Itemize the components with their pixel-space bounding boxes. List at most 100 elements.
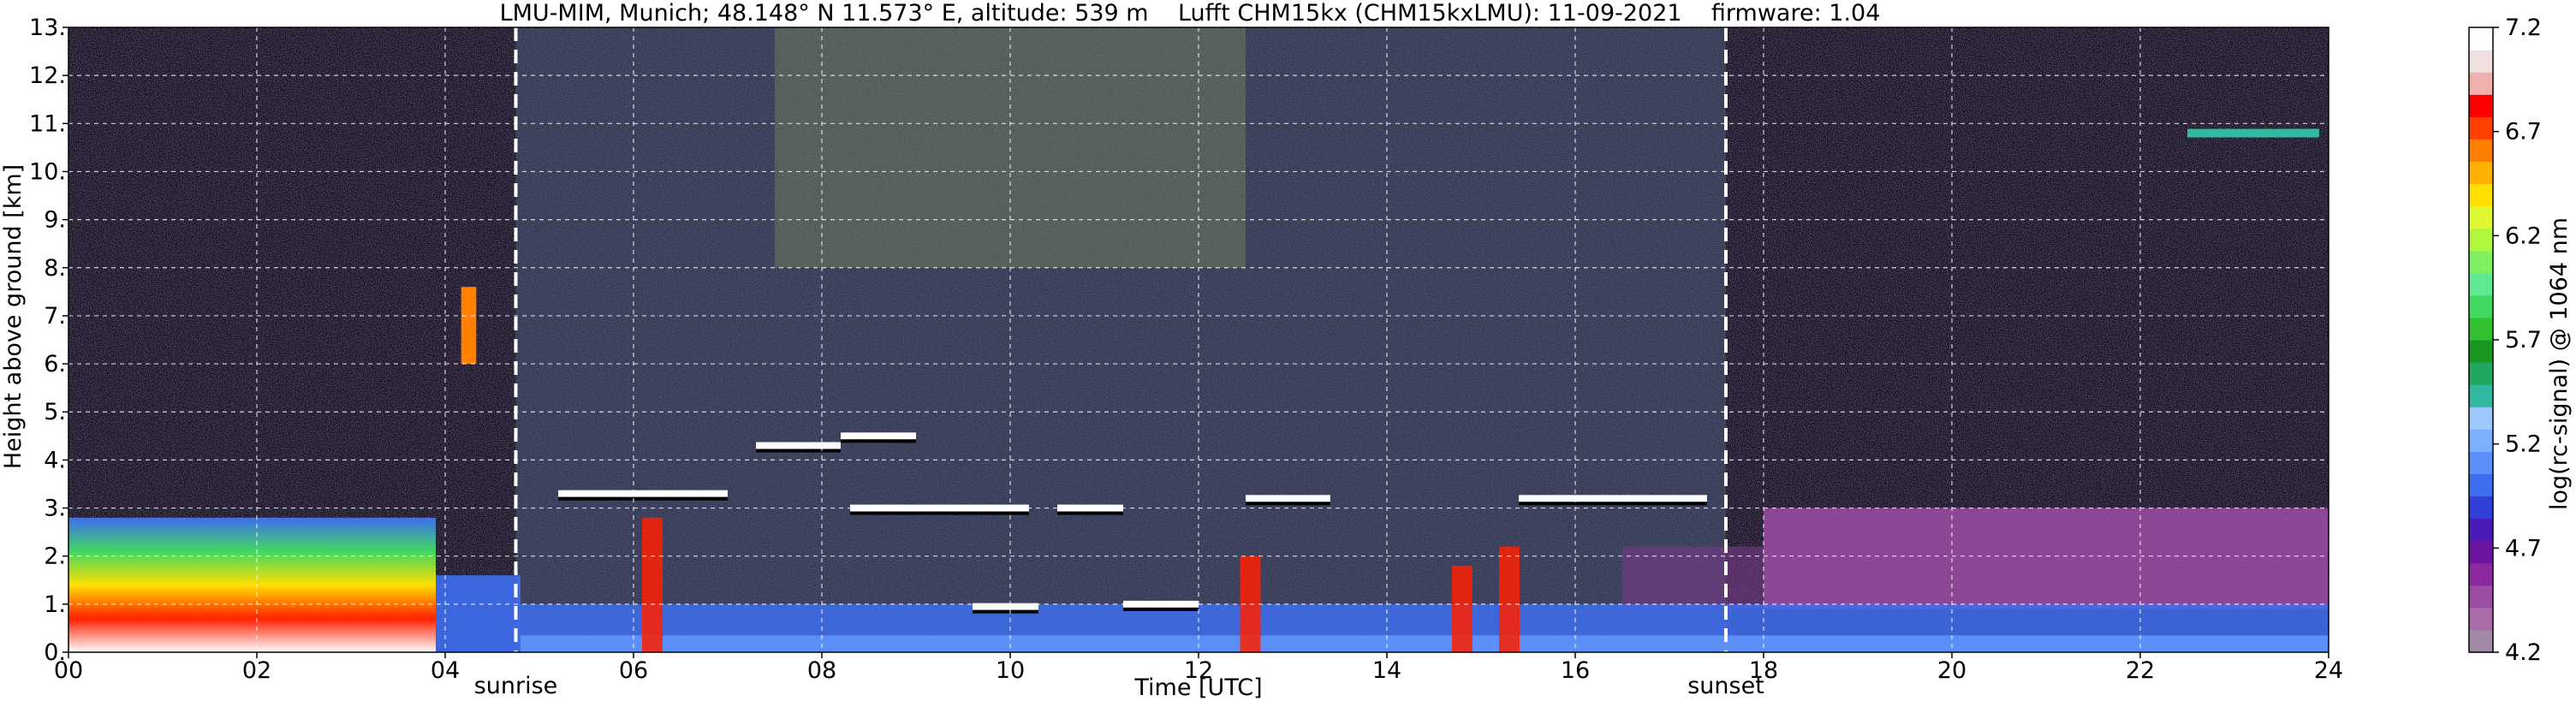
event-label: sunrise: [474, 673, 558, 699]
colorbar-tick-label: 5.2: [2505, 431, 2542, 458]
colorbar-segment: [2469, 94, 2493, 117]
colorbar-segment: [2469, 340, 2493, 363]
colorbar-segment: [2469, 27, 2493, 50]
chart-title: LMU-MIM, Munich; 48.148° N 11.573° E, al…: [500, 0, 1881, 27]
colorbar-tick-label: 4.7: [2505, 535, 2542, 561]
cloud-base: [850, 504, 1029, 512]
y-tick-label: 4.: [44, 447, 66, 473]
evening-layer: [1622, 546, 1764, 609]
colorbar-segment: [2469, 407, 2493, 430]
cloud-base: [1246, 495, 1330, 502]
cloud-base-shadow: [1519, 502, 1707, 506]
event-label: sunset: [1687, 673, 1764, 699]
cloud-base-shadow: [841, 439, 916, 443]
x-axis-ticks: 00 02 04 06 08 10 12 14 16 18 20 22 24: [54, 652, 2343, 684]
residual-layer: [1764, 508, 2329, 609]
y-tick-label: 1.: [44, 591, 66, 618]
colorbar-tick-label: 5.7: [2505, 327, 2542, 354]
y-tick-label: 13.: [29, 15, 66, 41]
x-tick-label: 04: [431, 657, 460, 684]
night-aerosol-layer: [68, 517, 436, 652]
y-tick-label: 3.: [44, 496, 66, 522]
x-tick-label: 08: [807, 657, 836, 684]
colorbar-segment: [2469, 540, 2493, 564]
cloud-base: [558, 490, 728, 497]
colorbar-segment: [2469, 294, 2493, 318]
x-tick-label: 14: [1372, 657, 1401, 684]
y-tick-label: 5.: [44, 399, 66, 425]
colorbar-segment: [2469, 362, 2493, 385]
x-axis-label: Time [UTC]: [1133, 674, 1262, 701]
convective-plume: [1452, 565, 1472, 652]
colorbar: 4.2 4.7 5.2 5.7 6.2 6.7 7.2: [2468, 15, 2542, 666]
y-tick-label: 9.: [44, 207, 66, 234]
colorbar-segment: [2469, 228, 2493, 252]
cloud-base-shadow: [973, 609, 1038, 614]
colorbar-tick-label: 7.2: [2505, 15, 2542, 41]
colorbar-segment: [2469, 72, 2493, 95]
convective-plume: [642, 517, 663, 652]
cloud-base-shadow: [756, 449, 841, 453]
colorbar-segment: [2469, 183, 2493, 207]
colorbar-segment: [2469, 451, 2493, 475]
cloud-base: [756, 442, 841, 449]
colorbar-segment: [2469, 473, 2493, 497]
colorbar-segment: [2469, 317, 2493, 341]
cloud-base-shadow: [1246, 502, 1330, 506]
y-tick-label: 6.: [44, 351, 66, 377]
colorbar-segment: [2469, 50, 2493, 73]
colorbar-segment: [2469, 496, 2493, 520]
colorbar-segment: [2469, 562, 2493, 586]
cloud-base: [1123, 600, 1199, 608]
cloud-base-shadow: [558, 496, 728, 501]
y-tick-label: 12.: [29, 62, 66, 89]
early-morning-layer: [436, 575, 521, 652]
convective-plume: [1499, 546, 1520, 652]
x-tick-label: 02: [242, 657, 271, 684]
x-tick-label: 22: [2126, 657, 2155, 684]
colorbar-segment: [2469, 607, 2493, 631]
event-markers: sunrise sunset: [474, 27, 1764, 699]
cloud-base-shadow: [1123, 607, 1199, 611]
cloud-base: [973, 603, 1038, 610]
colorbar-segment: [2469, 161, 2493, 185]
cloud-base-shadow: [1057, 511, 1123, 515]
surface-layer: [521, 635, 2329, 652]
colorbar-tick-label: 4.2: [2505, 639, 2542, 666]
colorbar-segment: [2469, 518, 2493, 542]
x-tick-label: 10: [996, 657, 1025, 684]
cloud-base: [1519, 495, 1707, 502]
x-tick-label: 24: [2314, 657, 2343, 684]
colorbar-segment: [2469, 585, 2493, 609]
x-tick-label: 12: [1184, 657, 1213, 684]
colorbar-segment: [2469, 139, 2493, 163]
colorbar-label: log(rc-signal) @ 1064 nm: [2546, 217, 2573, 510]
y-tick-label: 8.: [44, 255, 66, 282]
y-tick-label: 7.: [44, 303, 66, 330]
y-tick-label: 10.: [29, 158, 66, 185]
x-tick-label: 06: [619, 657, 648, 684]
y-tick-label: 11.: [29, 110, 66, 137]
y-tick-label: 0.: [44, 639, 66, 666]
x-tick-label: 16: [1561, 657, 1590, 684]
cloud-base-shadow: [850, 511, 1029, 515]
grid-lines: [68, 27, 2329, 653]
signal-features: [68, 27, 2329, 652]
colorbar-tick-label: 6.2: [2505, 223, 2542, 249]
high-cloud: [2187, 128, 2319, 138]
daytime-background: [515, 27, 1726, 652]
y-tick-label: 2.: [44, 544, 66, 570]
colorbar-segment: [2469, 250, 2493, 274]
colorbar-segment: [2469, 205, 2493, 229]
colorbar-segment: [2469, 384, 2493, 407]
colorbar-segment: [2469, 629, 2493, 653]
colorbar-segment: [2469, 116, 2493, 140]
x-tick-label: 18: [1749, 657, 1778, 684]
y-axis-label: Height above ground [km]: [0, 164, 27, 469]
colorbar-segment: [2469, 429, 2493, 452]
x-tick-label: 20: [1937, 657, 1966, 684]
upper-cloud: [461, 287, 477, 365]
x-tick-label: 00: [54, 657, 83, 684]
colorbar-segment: [2469, 272, 2493, 296]
